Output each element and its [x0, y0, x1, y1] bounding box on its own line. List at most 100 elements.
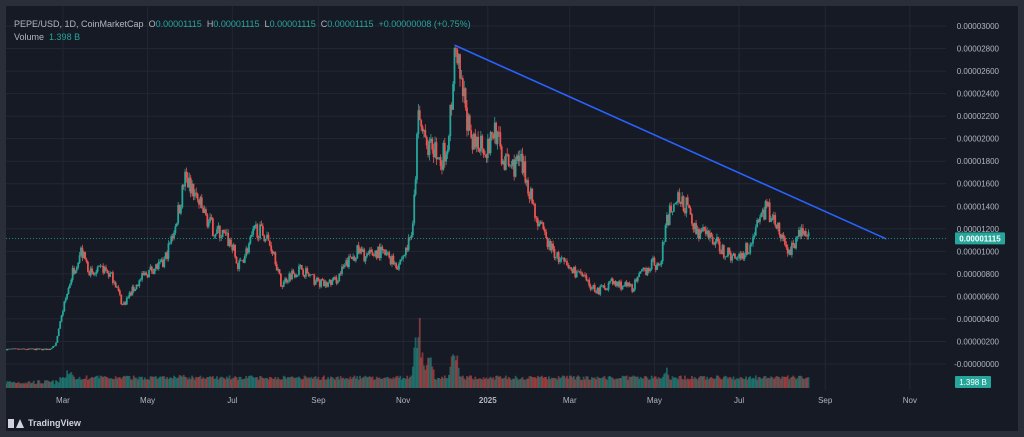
volume-bar	[100, 376, 103, 388]
volume-bar	[649, 379, 652, 388]
candle-body	[414, 179, 417, 195]
volume-bar	[577, 375, 579, 388]
candle-body	[756, 219, 759, 228]
volume-bar	[311, 378, 314, 388]
volume-bar	[299, 378, 302, 388]
candle-body	[536, 218, 539, 227]
candle-body	[591, 288, 593, 290]
volume-bar	[106, 377, 109, 388]
volume-bar	[46, 380, 49, 388]
volume-bar	[66, 370, 68, 388]
tradingview-logo[interactable]: TradingView	[8, 418, 81, 428]
candle-body	[232, 244, 235, 251]
volume-bar	[49, 381, 52, 388]
candle-body	[670, 205, 672, 213]
y-tick-label: 0.00002800	[957, 45, 1000, 54]
volume-bar	[771, 377, 774, 388]
candle-body	[43, 348, 46, 350]
candle-body	[148, 270, 150, 278]
volume-bar	[784, 376, 786, 388]
candle-body	[477, 136, 479, 150]
candle-body	[236, 263, 239, 269]
volume-bar	[706, 376, 709, 388]
volume-bar	[638, 378, 641, 388]
volume-bar	[255, 377, 257, 388]
volume-bar	[267, 379, 270, 388]
candle-body	[799, 229, 802, 237]
candle-body	[595, 291, 598, 293]
candle-body	[647, 268, 650, 272]
volume-bar	[542, 377, 545, 388]
candle-body	[772, 215, 775, 220]
candle-body	[9, 348, 12, 350]
candle-body	[491, 132, 493, 135]
candle-body	[323, 280, 325, 286]
candle-body	[81, 247, 84, 258]
volume-bar	[160, 376, 163, 388]
candle-body	[137, 284, 139, 287]
volume-bar	[404, 378, 407, 388]
candle-body	[468, 115, 471, 131]
volume-bar	[392, 377, 395, 388]
volume-bar	[53, 384, 56, 388]
volume-bar	[171, 378, 174, 388]
volume-bar	[221, 377, 224, 388]
candle-body	[392, 255, 395, 265]
candle-body	[74, 270, 77, 274]
price-chart[interactable]: 0.00003000 0.00002800 0.00002600 0.00002400…	[6, 6, 1018, 431]
candle-body	[614, 281, 617, 286]
candle-body	[213, 235, 216, 237]
volume-bar	[604, 378, 607, 388]
volume-bar	[556, 379, 559, 388]
candle-body	[238, 260, 241, 269]
volume-bar	[206, 377, 209, 388]
candle-body	[736, 257, 739, 259]
candle-body	[760, 212, 763, 218]
candle-body	[424, 130, 427, 137]
candle-body	[474, 133, 477, 148]
volume-bar	[511, 378, 514, 388]
candle-body	[80, 247, 82, 256]
candle-body	[289, 273, 292, 280]
candle-body	[209, 217, 212, 222]
symbol-title: PEPE/USD, 1D, CoinMarketCap	[14, 19, 144, 29]
volume-bar	[735, 378, 738, 388]
candle-body	[191, 183, 193, 194]
volume-bar	[148, 379, 150, 388]
candle-body	[535, 217, 538, 219]
volume-bar	[536, 375, 539, 388]
volume-bar	[510, 379, 513, 388]
candle-body	[466, 107, 468, 131]
candle-body	[67, 287, 70, 294]
volume-bar	[659, 378, 661, 388]
volume-bar	[443, 375, 446, 388]
y-tick-label: 0.00001000	[957, 247, 1000, 256]
candle-body	[35, 348, 38, 351]
volume-bar	[546, 379, 549, 388]
candle-body	[806, 236, 809, 237]
candle-body	[403, 255, 406, 257]
candle-body	[211, 218, 214, 237]
volume-bar	[88, 378, 91, 388]
candle-body	[684, 211, 686, 214]
volume-bar	[249, 375, 252, 388]
volume-bar	[357, 379, 360, 388]
volume-bar	[198, 376, 200, 388]
candle-body	[71, 268, 74, 280]
volume-bar	[697, 377, 700, 388]
volume-bar	[463, 378, 466, 388]
candle-body	[155, 264, 157, 269]
volume-bar	[629, 376, 632, 388]
volume-bar	[803, 378, 806, 388]
candle-body	[604, 288, 607, 290]
volume-bar	[610, 377, 613, 388]
volume-bar	[439, 378, 442, 388]
candle-body	[305, 268, 307, 277]
candle-body	[800, 228, 803, 237]
volume-bar	[246, 378, 249, 388]
volume-bar	[155, 376, 157, 388]
candle-body	[609, 281, 611, 283]
candle-body	[6, 349, 7, 351]
volume-bar	[263, 378, 266, 388]
volume-bar	[132, 375, 135, 388]
